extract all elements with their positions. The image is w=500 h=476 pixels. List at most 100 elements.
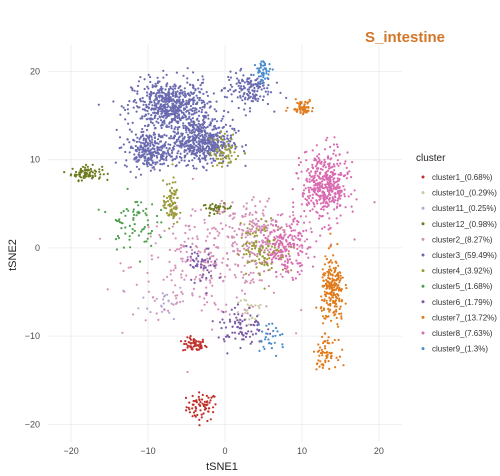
- point-4-91: [191, 237, 194, 240]
- point-5-1359: [143, 159, 146, 162]
- point-5-1257: [154, 163, 157, 166]
- point-5-249: [199, 84, 202, 87]
- point-5-530: [171, 102, 174, 105]
- point-5-327: [138, 106, 141, 109]
- point-5-1117: [192, 126, 195, 129]
- point-5-429: [172, 94, 175, 97]
- point-5-979: [206, 150, 209, 153]
- point-5-1276: [141, 142, 145, 145]
- point-5-1396: [158, 148, 161, 151]
- point-4-173: [170, 279, 173, 282]
- point-7-47: [146, 219, 149, 222]
- point-3-41: [98, 177, 101, 180]
- point-10-530: [266, 237, 269, 240]
- point-10-595: [297, 262, 300, 265]
- point-5-832: [229, 134, 233, 137]
- legend-label-5: cluster3_(59.49%): [432, 251, 497, 260]
- point-11-59: [273, 341, 276, 344]
- point-11-54: [257, 323, 260, 326]
- point-4-181: [196, 237, 199, 241]
- point-2-2: [166, 293, 169, 296]
- point-8-89: [204, 266, 207, 269]
- point-5-1517: [243, 108, 246, 111]
- point-5-1030: [200, 131, 203, 134]
- point-5-925: [175, 132, 178, 135]
- point-5-574: [188, 122, 191, 125]
- point-5-1198: [151, 143, 154, 146]
- point-5-318: [182, 111, 185, 114]
- point-10-321: [308, 191, 311, 194]
- point-5-34: [182, 74, 185, 77]
- point-6-109: [263, 264, 266, 267]
- point-5-501: [149, 90, 153, 93]
- point-5-1395: [145, 134, 148, 137]
- point-4-317: [251, 219, 254, 222]
- point-10-522: [285, 240, 288, 243]
- point-8-2: [239, 346, 242, 350]
- point-5-991: [212, 142, 215, 145]
- point-4-9: [228, 313, 231, 316]
- point-10-120: [329, 158, 332, 161]
- point-4-231: [300, 308, 303, 312]
- point-10-302: [332, 178, 335, 181]
- point-3-82: [208, 214, 211, 217]
- point-5-1037: [184, 142, 187, 145]
- point-10-141: [315, 193, 318, 196]
- point-4-250: [219, 272, 222, 275]
- point-4-347: [250, 224, 254, 227]
- point-4-262: [238, 227, 241, 230]
- point-4-346: [241, 215, 244, 218]
- point-5-950: [231, 144, 234, 147]
- point-4-251: [232, 242, 235, 245]
- point-10-194: [336, 202, 339, 205]
- y-tick-label-0: −20: [25, 419, 40, 429]
- point-5-311: [137, 84, 140, 87]
- point-6-228: [229, 160, 232, 163]
- point-10-197: [326, 169, 330, 172]
- point-9-141: [329, 259, 332, 262]
- x-tick-label-1: −10: [140, 446, 155, 456]
- point-5-1394: [168, 154, 171, 157]
- point-8-64: [240, 327, 243, 330]
- point-10-77: [327, 224, 330, 227]
- point-10-393: [332, 184, 335, 187]
- point-4-0: [243, 264, 246, 267]
- point-4-417: [228, 214, 231, 218]
- point-5-56: [146, 85, 149, 88]
- point-5-683: [198, 154, 201, 157]
- point-8-14: [256, 328, 259, 331]
- point-5-430: [162, 100, 165, 103]
- point-5-486: [222, 115, 225, 118]
- point-9-150: [340, 299, 344, 302]
- legend-label-10: cluster8_(7.63%): [432, 329, 493, 338]
- point-10-284: [331, 199, 334, 202]
- point-6-77: [168, 227, 171, 230]
- point-9-190: [332, 294, 335, 297]
- point-6-163: [272, 239, 275, 242]
- point-9-114: [338, 279, 342, 282]
- point-5-827: [199, 124, 202, 127]
- point-10-489: [281, 263, 284, 266]
- point-5-1491: [259, 95, 262, 98]
- point-5-893: [198, 141, 201, 144]
- point-10-550: [298, 273, 301, 276]
- point-8-92: [199, 279, 202, 282]
- point-3-102: [213, 207, 216, 211]
- point-10-307: [322, 208, 325, 211]
- point-7-28: [146, 223, 149, 226]
- point-5-297: [174, 84, 177, 87]
- point-10-129: [333, 165, 336, 168]
- point-9-170: [335, 316, 338, 319]
- point-5-986: [202, 127, 205, 130]
- point-9-326: [326, 355, 329, 358]
- point-5-1151: [172, 148, 175, 151]
- point-5-194: [191, 97, 194, 101]
- point-4-24: [187, 237, 190, 240]
- point-5-612: [155, 96, 158, 99]
- point-9-98: [329, 308, 332, 311]
- point-8-56: [248, 335, 252, 338]
- point-6-121: [263, 259, 266, 262]
- point-4-279: [270, 223, 273, 226]
- point-10-572: [286, 243, 289, 246]
- point-10-450: [292, 278, 295, 281]
